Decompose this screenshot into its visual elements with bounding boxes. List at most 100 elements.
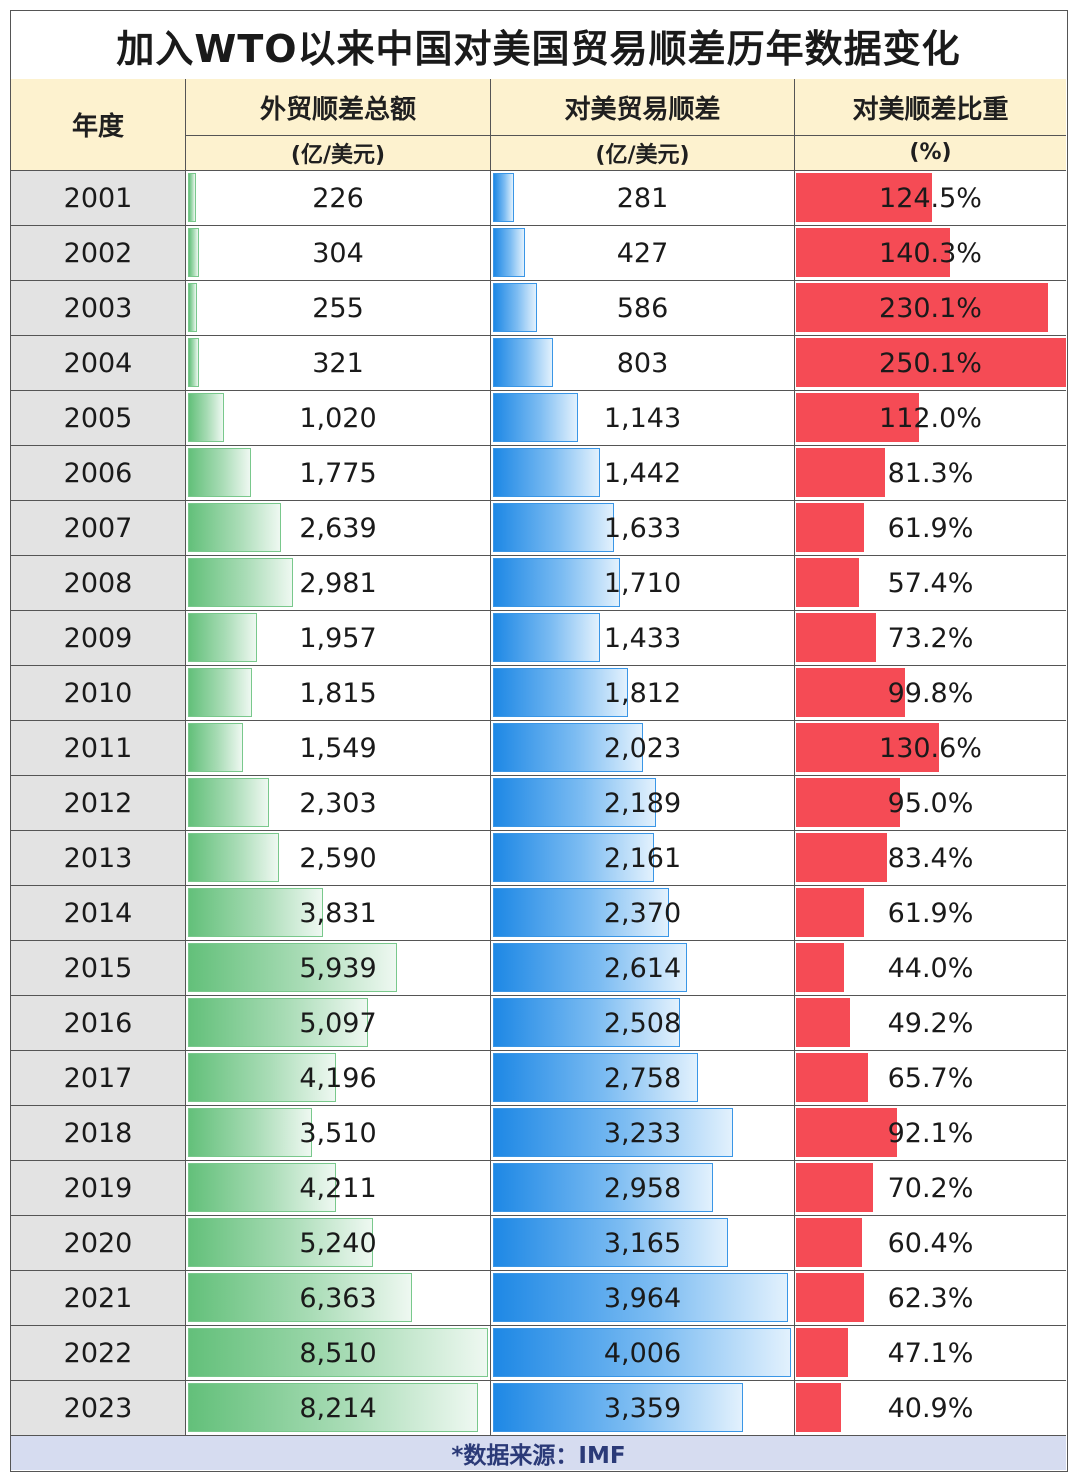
us-surplus-value: 2,508 <box>491 996 794 1050</box>
table-row: 2005 1,020 1,143 112.0% <box>11 391 1066 446</box>
us-share-cell: 57.4% <box>795 556 1066 610</box>
us-share-value: 95.0% <box>795 776 1066 830</box>
header-year: 年度 <box>11 79 186 170</box>
us-surplus-value: 1,633 <box>491 501 794 555</box>
us-share-value: 65.7% <box>795 1051 1066 1105</box>
us-surplus-cell: 1,442 <box>491 446 795 500</box>
table-header: 年度 外贸顺差总额 (亿/美元) 对美贸易顺差 (亿/美元) 对美顺差比重 (%… <box>11 79 1066 171</box>
total-surplus-value: 304 <box>186 226 490 280</box>
us-surplus-cell: 2,508 <box>491 996 795 1050</box>
year-cell: 2002 <box>11 226 186 280</box>
year-cell: 2014 <box>11 886 186 940</box>
us-surplus-value: 2,189 <box>491 776 794 830</box>
year-cell: 2003 <box>11 281 186 335</box>
table-row: 2002 304 427 140.3% <box>11 226 1066 281</box>
total-surplus-value: 3,831 <box>186 886 490 940</box>
total-surplus-cell: 2,590 <box>186 831 491 885</box>
us-share-value: 112.0% <box>795 391 1066 445</box>
total-surplus-value: 321 <box>186 336 490 390</box>
year-label: 2022 <box>11 1326 185 1380</box>
year-cell: 2008 <box>11 556 186 610</box>
header-us-share-unit: (%) <box>795 135 1066 170</box>
table-row: 2019 4,211 2,958 70.2% <box>11 1161 1066 1216</box>
us-share-cell: 230.1% <box>795 281 1066 335</box>
year-cell: 2019 <box>11 1161 186 1215</box>
us-surplus-value: 1,143 <box>491 391 794 445</box>
us-share-cell: 70.2% <box>795 1161 1066 1215</box>
total-surplus-cell: 5,939 <box>186 941 491 995</box>
year-label: 2008 <box>11 556 185 610</box>
us-surplus-value: 3,233 <box>491 1106 794 1160</box>
us-share-value: 140.3% <box>795 226 1066 280</box>
total-surplus-value: 3,510 <box>186 1106 490 1160</box>
total-surplus-cell: 321 <box>186 336 491 390</box>
year-label: 2019 <box>11 1161 185 1215</box>
year-label: 2015 <box>11 941 185 995</box>
us-surplus-value: 1,710 <box>491 556 794 610</box>
year-cell: 2020 <box>11 1216 186 1270</box>
total-surplus-cell: 8,214 <box>186 1381 491 1435</box>
table-row: 2013 2,590 2,161 83.4% <box>11 831 1066 886</box>
us-surplus-value: 1,812 <box>491 666 794 720</box>
us-surplus-cell: 2,758 <box>491 1051 795 1105</box>
table-row: 2014 3,831 2,370 61.9% <box>11 886 1066 941</box>
us-surplus-value: 2,614 <box>491 941 794 995</box>
us-surplus-value: 427 <box>491 226 794 280</box>
us-surplus-cell: 2,614 <box>491 941 795 995</box>
us-surplus-value: 1,433 <box>491 611 794 665</box>
us-surplus-cell: 281 <box>491 171 795 225</box>
table-row: 2022 8,510 4,006 47.1% <box>11 1326 1066 1381</box>
us-share-cell: 49.2% <box>795 996 1066 1050</box>
year-cell: 2021 <box>11 1271 186 1325</box>
year-cell: 2012 <box>11 776 186 830</box>
year-cell: 2022 <box>11 1326 186 1380</box>
year-label: 2001 <box>11 171 185 225</box>
table-row: 2007 2,639 1,633 61.9% <box>11 501 1066 556</box>
us-share-cell: 140.3% <box>795 226 1066 280</box>
year-cell: 2001 <box>11 171 186 225</box>
table-row: 2010 1,815 1,812 99.8% <box>11 666 1066 721</box>
us-share-value: 230.1% <box>795 281 1066 335</box>
total-surplus-cell: 2,303 <box>186 776 491 830</box>
year-cell: 2015 <box>11 941 186 995</box>
us-surplus-value: 4,006 <box>491 1326 794 1380</box>
table-row: 2017 4,196 2,758 65.7% <box>11 1051 1066 1106</box>
data-source-note: *数据来源：IMF <box>11 1436 1066 1470</box>
header-total-surplus-unit: (亿/美元) <box>186 135 490 170</box>
year-cell: 2007 <box>11 501 186 555</box>
us-surplus-value: 2,958 <box>491 1161 794 1215</box>
year-label: 2021 <box>11 1271 185 1325</box>
page-title: 加入WTO以来中国对美国贸易顺差历年数据变化 <box>11 11 1066 80</box>
total-surplus-cell: 2,639 <box>186 501 491 555</box>
us-share-cell: 40.9% <box>795 1381 1066 1435</box>
us-share-value: 83.4% <box>795 831 1066 885</box>
total-surplus-cell: 4,196 <box>186 1051 491 1105</box>
us-share-value: 250.1% <box>795 336 1066 390</box>
us-surplus-cell: 1,433 <box>491 611 795 665</box>
year-label: 2012 <box>11 776 185 830</box>
table-row: 2008 2,981 1,710 57.4% <box>11 556 1066 611</box>
us-share-value: 61.9% <box>795 886 1066 940</box>
year-label: 2009 <box>11 611 185 665</box>
us-surplus-value: 3,964 <box>491 1271 794 1325</box>
us-share-value: 73.2% <box>795 611 1066 665</box>
us-share-value: 47.1% <box>795 1326 1066 1380</box>
header-total-surplus: 外贸顺差总额 (亿/美元) <box>186 79 491 170</box>
year-cell: 2017 <box>11 1051 186 1105</box>
header-us-share: 对美顺差比重 (%) <box>795 79 1066 170</box>
us-share-value: 61.9% <box>795 501 1066 555</box>
us-share-cell: 124.5% <box>795 171 1066 225</box>
us-surplus-cell: 803 <box>491 336 795 390</box>
total-surplus-cell: 5,097 <box>186 996 491 1050</box>
year-cell: 2009 <box>11 611 186 665</box>
table-row: 2018 3,510 3,233 92.1% <box>11 1106 1066 1161</box>
us-share-value: 57.4% <box>795 556 1066 610</box>
table-row: 2021 6,363 3,964 62.3% <box>11 1271 1066 1326</box>
us-share-value: 92.1% <box>795 1106 1066 1160</box>
total-surplus-cell: 1,020 <box>186 391 491 445</box>
us-share-cell: 95.0% <box>795 776 1066 830</box>
total-surplus-value: 2,981 <box>186 556 490 610</box>
total-surplus-cell: 4,211 <box>186 1161 491 1215</box>
us-share-cell: 83.4% <box>795 831 1066 885</box>
year-label: 2014 <box>11 886 185 940</box>
